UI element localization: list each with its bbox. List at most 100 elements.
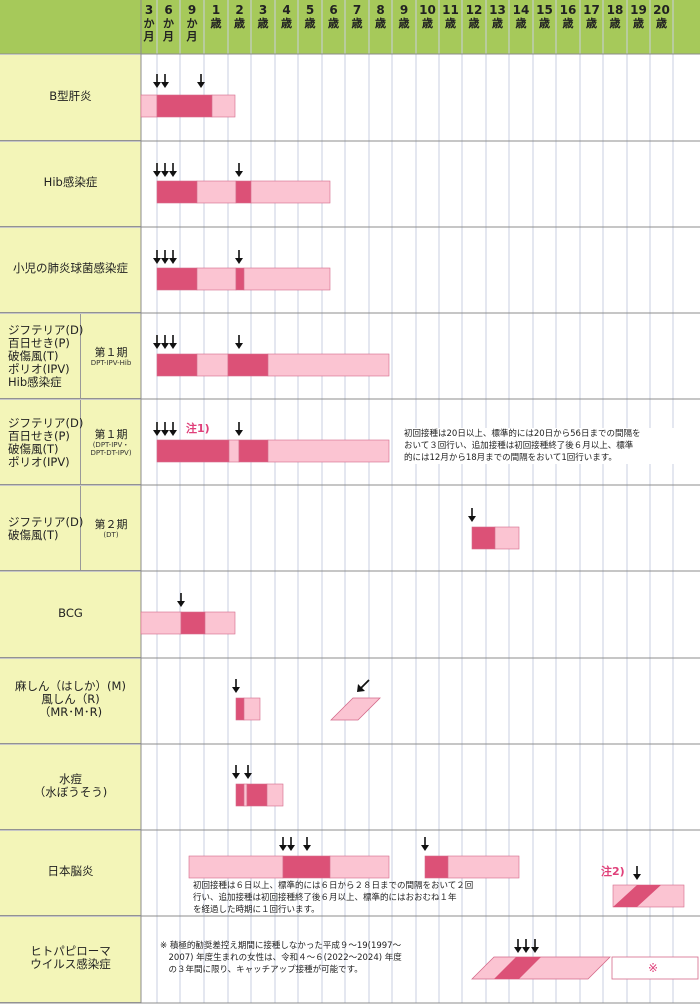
- schedule-bar: [204, 611, 236, 635]
- schedule-bar: [267, 353, 390, 377]
- row-label-cell: [0, 55, 141, 141]
- note1-mark: 注1): [186, 422, 210, 435]
- age-label: 16 歳: [559, 3, 577, 31]
- dose-arrow-head: [169, 430, 177, 436]
- schedule-bar: [140, 94, 158, 118]
- dose-arrow-head: [169, 171, 177, 177]
- schedule-bar: [196, 180, 237, 204]
- vaccine-name: ジフテリア(D) 破傷風(T): [8, 514, 84, 542]
- age-header: [141, 0, 700, 54]
- schedule-bar: [238, 439, 269, 463]
- dose-arrow-head: [161, 258, 169, 264]
- age-label: 19 歳: [630, 3, 647, 31]
- vaccine-name: ジフテリア(D) 百日せき(P) 破傷風(T) ポリオ(IPV) Hib感染症: [8, 323, 84, 389]
- age-label: 10 歳: [419, 3, 436, 31]
- hpv-standard-stripe: [494, 957, 541, 979]
- dose-arrow-head: [531, 947, 539, 953]
- age-label: 15 歳: [536, 3, 553, 31]
- schedule-bar: [246, 783, 268, 807]
- schedule-bar: [156, 439, 230, 463]
- vaccine-name: 水痘 （水ぼうそう): [33, 771, 108, 799]
- sub-divider: [80, 314, 81, 399]
- dose-arrow-head: [287, 845, 295, 851]
- age-label: 13 歳: [489, 3, 506, 31]
- hpv-extended-range: [611, 956, 699, 980]
- sub-divider: [80, 400, 81, 485]
- dose-arrow-head: [169, 258, 177, 264]
- schedule-bar: [243, 267, 331, 291]
- schedule-bar: [156, 267, 198, 291]
- dose-arrow-head: [153, 258, 161, 264]
- dose-arrow-head: [279, 845, 287, 851]
- dose-arrow-head: [468, 516, 476, 522]
- schedule-bar: [211, 94, 236, 118]
- mr-second-dose-range: [330, 697, 381, 721]
- hpv-catchup-range: [471, 956, 611, 980]
- note1-text: 初回接種は20日以上、標準的には20日から56日までの間隔を おいて３回行い、追…: [404, 428, 694, 464]
- schedule-bar: [227, 353, 269, 377]
- row-label-cell: [0, 228, 141, 313]
- age-label: 18 歳: [606, 3, 624, 31]
- schedule-bar: [196, 267, 237, 291]
- vaccine-name: 日本脳炎: [47, 864, 94, 878]
- dose-arrow-head: [161, 171, 169, 177]
- sub-divider: [80, 486, 81, 571]
- schedule-bar: [140, 611, 182, 635]
- schedule-bar: [188, 855, 284, 879]
- dose-arrow-head: [633, 874, 641, 880]
- row-label-cell: [0, 486, 141, 571]
- vaccine-name: Hib感染症: [43, 175, 98, 189]
- dose-arrow-head: [235, 171, 243, 177]
- dose-arrow-head: [169, 343, 177, 349]
- note2-mark: 注2): [601, 865, 625, 878]
- period-label: 第２期 (DT): [94, 517, 128, 539]
- period-label: 第１期 DPT-IPV-Hib: [90, 345, 132, 367]
- dose-arrow-head: [153, 82, 161, 88]
- dose-arrow-head: [153, 171, 161, 177]
- dose-arrow-head: [514, 947, 522, 953]
- star-mark: ※: [648, 961, 659, 975]
- vaccine-name: B型肝炎: [49, 88, 92, 103]
- age-label: 14 歳: [512, 3, 530, 31]
- schedule-bar: [156, 94, 213, 118]
- schedule-bar: [282, 855, 331, 879]
- dose-arrow-head: [235, 430, 243, 436]
- schedule-bar: [471, 526, 496, 550]
- note2-text: 初回接種は６日以上、標準的には６日から２８日までの間隔をおいて２回 行い、追加接…: [193, 881, 474, 915]
- row-label-cell: [0, 572, 141, 658]
- dose-arrow-head: [177, 601, 185, 607]
- schedule-bar: [156, 353, 198, 377]
- schedule-bar: [250, 180, 331, 204]
- dose-arrow-head: [161, 343, 169, 349]
- schedule-bar: [494, 526, 520, 550]
- age-label: 20 歳: [653, 3, 670, 31]
- dose-arrow-head: [153, 430, 161, 436]
- dose-arrow-head: [153, 343, 161, 349]
- vaccine-name: ジフテリア(D) 百日せき(P) 破傷風(T) ポリオ(IPV): [8, 415, 84, 469]
- dose-arrow-head: [232, 687, 240, 693]
- header-corner: [0, 0, 141, 54]
- schedule-bar: [228, 439, 240, 463]
- dose-arrow-diagonal-head: [357, 684, 365, 692]
- dose-arrow-head: [303, 845, 311, 851]
- schedule-bar: [266, 783, 284, 807]
- vaccine-name: BCG: [58, 605, 83, 620]
- row-label-cell: [0, 745, 141, 830]
- row-label-cell: [0, 659, 141, 744]
- schedule-bar: [329, 855, 390, 879]
- row-label-cell: [0, 314, 141, 399]
- je-second-period-stripe: [613, 885, 661, 907]
- row-label-cell: [0, 917, 141, 1003]
- schedule-bar: [424, 855, 449, 879]
- schedule-bar: [156, 180, 198, 204]
